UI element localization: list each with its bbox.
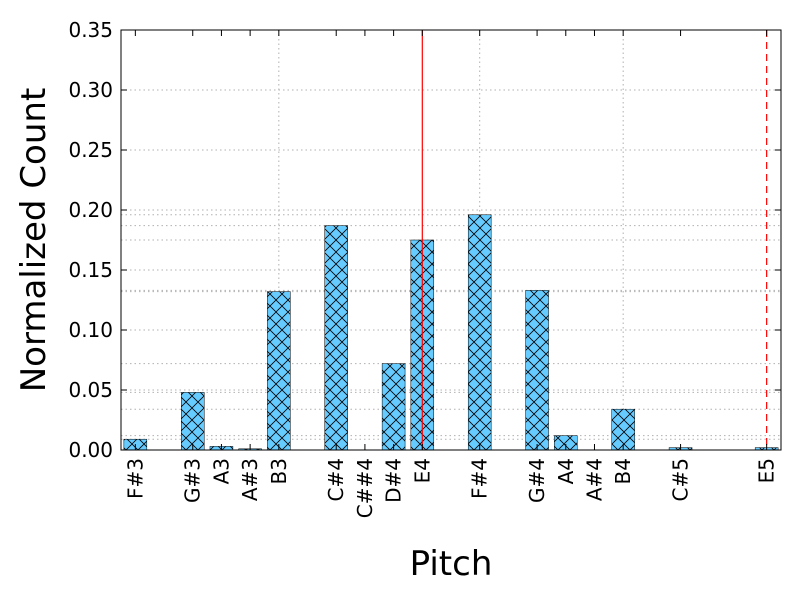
x-tick-label: A#4 [582, 458, 606, 501]
y-tick-label: 0.05 [68, 378, 113, 402]
y-axis: 0.00 0.05 0.10 0.15 0.20 0.25 0.30 0.35 [68, 18, 781, 462]
x-tick-label: B4 [611, 458, 635, 484]
x-axis-title: Pitch [410, 544, 493, 584]
y-tick-label: 0.20 [68, 198, 113, 222]
bar-hatch-D#4 [381, 363, 406, 451]
y-tick-label: 0.30 [68, 78, 113, 102]
y-axis-title: Normalized Count [14, 88, 54, 393]
x-tick-label: C##4 [353, 458, 377, 518]
y-tick-label: 0.25 [68, 138, 113, 162]
bar-hatch-G#4 [525, 290, 549, 451]
grid-lines [121, 30, 781, 450]
x-tick-label: F#4 [468, 458, 492, 499]
reference-lines [421, 30, 768, 450]
y-tick-label: 0.35 [68, 18, 113, 42]
bar-hatch-F#4 [467, 214, 492, 451]
x-tick-label: B3 [267, 458, 291, 484]
plot-frame [120, 29, 782, 451]
x-tick-label: D#4 [382, 458, 406, 503]
x-tick-label: A4 [554, 458, 578, 484]
y-tick-label: 0.10 [68, 318, 113, 342]
x-tick-label: C#5 [669, 458, 693, 501]
bar-hatch-B4 [611, 408, 635, 451]
bar-hatch-C#4 [324, 225, 348, 451]
bars [123, 214, 779, 451]
x-tick-label: A3 [209, 458, 233, 484]
x-tick-label: F#3 [123, 458, 147, 499]
x-tick-label: G#4 [525, 458, 549, 503]
x-tick-label: A#3 [238, 458, 262, 501]
x-tick-label: C#4 [324, 458, 348, 501]
y-tick-label: 0.15 [68, 258, 113, 282]
x-tick-label: E5 [755, 458, 779, 483]
x-axis: F#3 G#3 A3 A#3 B3 C#4 C##4 D#4 E4 F#4 G#4 A4 A#4 B4 C#… [123, 30, 779, 518]
y-tick-label: 0.00 [68, 438, 113, 462]
x-tick-label: G#3 [181, 458, 205, 503]
bar-hatch-G#3 [181, 392, 205, 451]
bar-hatch-B3 [267, 291, 291, 451]
x-tick-label: E4 [410, 458, 434, 483]
